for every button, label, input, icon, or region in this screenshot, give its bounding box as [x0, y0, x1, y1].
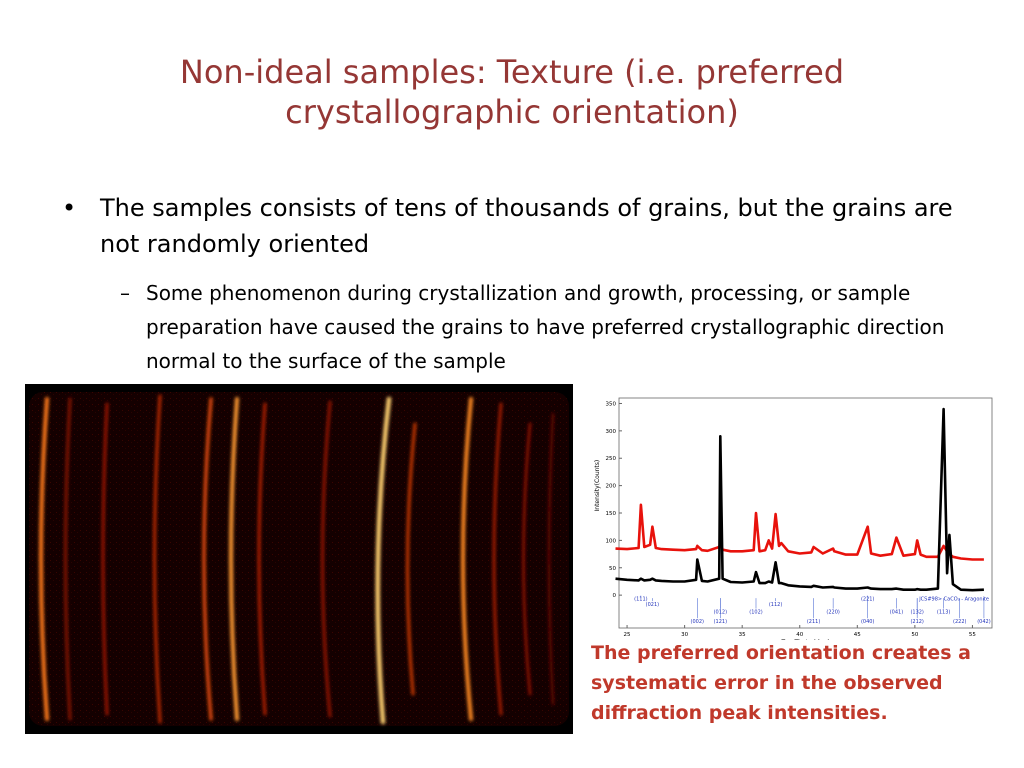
reference-label: (021): [646, 602, 659, 608]
x-tick-label: 50: [911, 632, 918, 638]
bullet-marker: –: [120, 281, 130, 305]
y-tick-label: 150: [606, 511, 617, 517]
bullet-marker: •: [62, 194, 77, 222]
bullet-text: The samples consists of tens of thousand…: [100, 194, 953, 258]
reference-label: (212): [910, 619, 923, 625]
plot-frame: [618, 397, 993, 629]
reference-label: (211): [807, 619, 820, 625]
x-axis-label: Two-Theta (deg): [780, 639, 829, 640]
reference-label: (102): [749, 610, 762, 616]
y-tick-label: 0: [613, 593, 617, 599]
reference-label: (042): [977, 619, 990, 625]
y-tick-label: 350: [606, 401, 617, 407]
x-tick-label: 30: [681, 632, 688, 638]
data-line: [615, 503, 984, 561]
bullet-text: Some phenomenon during crystallization a…: [146, 281, 945, 373]
diffraction-image: [25, 384, 573, 734]
reference-label: (041): [890, 610, 903, 616]
reference-label: (121): [714, 619, 727, 625]
reference-label: (113): [937, 610, 950, 616]
x-tick-label: 40: [796, 632, 803, 638]
y-tick-label: 50: [609, 566, 616, 572]
reference-label: (112): [769, 602, 782, 608]
x-tick-label: 55: [969, 632, 976, 638]
y-axis-label: Intensity(Counts): [594, 460, 601, 512]
y-tick-label: 100: [606, 538, 617, 544]
reference-label: (002): [691, 619, 704, 625]
reference-name: JCS#98> CaCO₃ - Aragonite: [918, 597, 989, 603]
y-tick-label: 200: [606, 484, 617, 490]
caption: The preferred orientation creates a syst…: [591, 642, 971, 724]
y-tick-label: 250: [606, 456, 617, 462]
reference-label: (111): [634, 597, 647, 603]
y-tick-label: 300: [606, 429, 617, 435]
data-line: [615, 407, 984, 592]
reference-label: (222): [953, 619, 966, 625]
xrd-chart: 0 50 100 150 200 250 300 350 25 30 35 40 45 50 55 Two-T…: [594, 397, 993, 640]
x-tick-label: 35: [739, 632, 746, 638]
reference-label: (220): [826, 610, 839, 616]
x-tick-label: 45: [854, 632, 861, 638]
x-tick-label: 25: [624, 632, 631, 638]
reference-label: (040): [861, 619, 874, 625]
slide-title: Non-ideal samples: Texture (i.e. preferr…: [179, 53, 845, 131]
